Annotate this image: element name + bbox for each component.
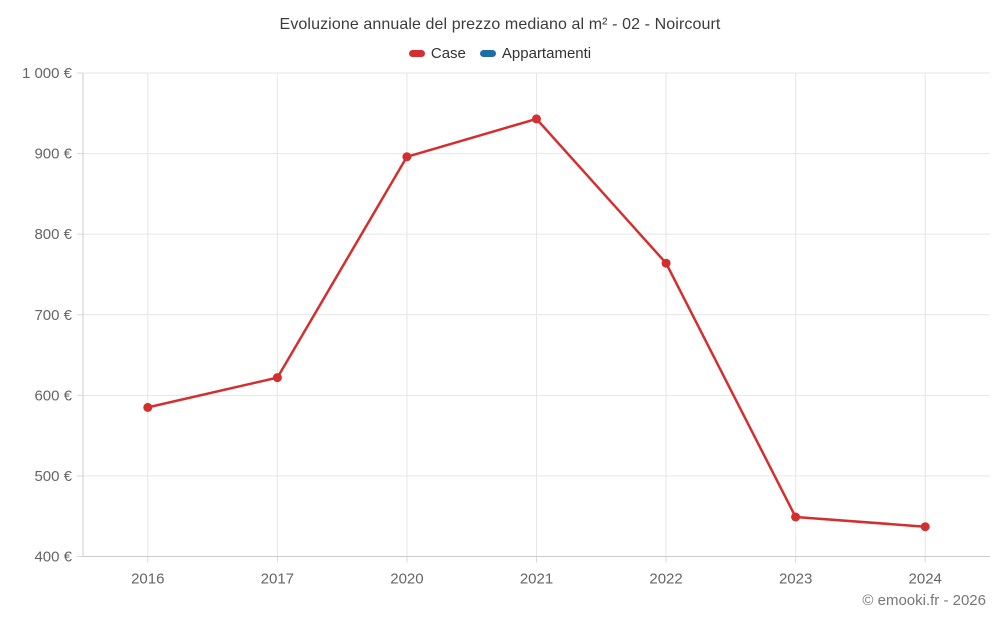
x-tick-label-2021: 2021 xyxy=(520,571,553,588)
point-case-2017[interactable] xyxy=(272,373,282,383)
y-tick-label-1000: 1 000 € xyxy=(22,65,73,82)
legend-item-case[interactable]: Case xyxy=(408,45,466,62)
legend-swatch-appartamenti xyxy=(479,50,496,57)
legend: Case Appartamenti xyxy=(0,45,1000,62)
x-tick-label-2022: 2022 xyxy=(649,571,682,588)
legend-label-case: Case xyxy=(430,45,466,62)
point-case-2023[interactable] xyxy=(791,512,801,522)
credits-link[interactable]: © emooki.fr - 2026 xyxy=(862,592,986,609)
y-tick-label-700: 700 € xyxy=(34,307,72,324)
x-tick-label-2017: 2017 xyxy=(261,571,294,588)
point-case-2020[interactable] xyxy=(402,152,412,162)
y-tick-label-400: 400 € xyxy=(34,549,72,566)
x-tick-label-2024: 2024 xyxy=(909,571,942,588)
legend-swatch-case xyxy=(408,50,425,57)
point-case-2021[interactable] xyxy=(532,114,541,124)
point-case-2022[interactable] xyxy=(661,258,671,268)
y-tick-label-900: 900 € xyxy=(34,146,72,163)
y-tick-label-500: 500 € xyxy=(34,468,72,485)
legend-label-appartamenti: Appartamenti xyxy=(501,45,592,62)
x-tick-label-2020: 2020 xyxy=(390,571,423,588)
point-case-2016[interactable] xyxy=(143,402,153,412)
y-tick-label-600: 600 € xyxy=(34,387,72,404)
chart-title: Evoluzione annuale del prezzo mediano al… xyxy=(279,16,721,33)
x-tick-label-2016: 2016 xyxy=(131,571,164,588)
y-tick-label-800: 800 € xyxy=(34,226,72,243)
point-case-2024[interactable] xyxy=(920,522,930,532)
x-tick-label-2023: 2023 xyxy=(779,571,812,588)
legend-item-appartamenti[interactable]: Appartamenti xyxy=(479,45,592,62)
